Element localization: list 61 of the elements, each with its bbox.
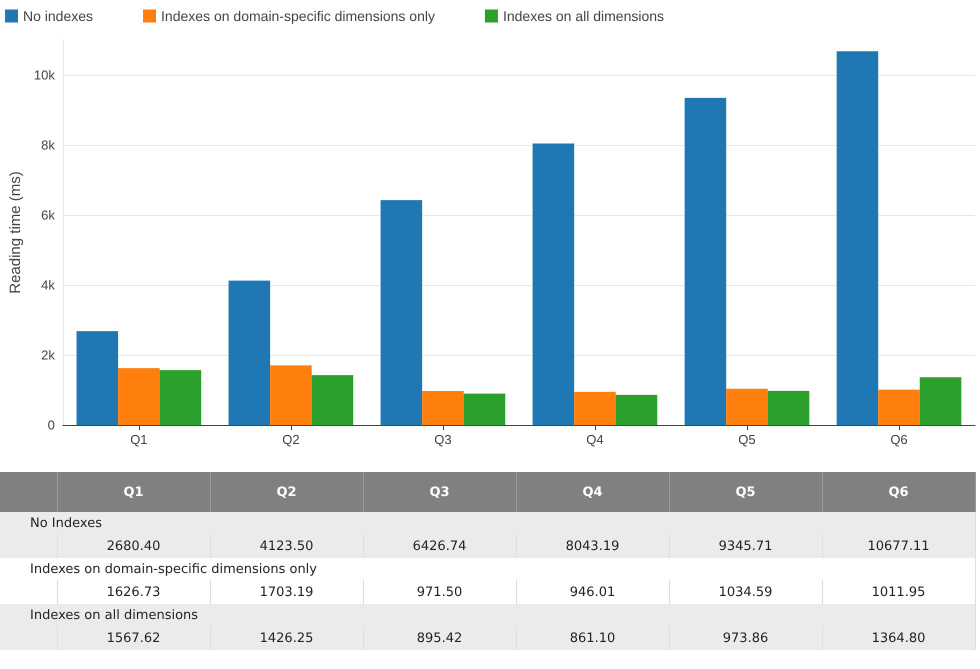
data-label: 971.50: [363, 580, 516, 604]
bar: [616, 394, 658, 425]
y-tick-label: 4k: [41, 278, 56, 292]
text: No Indexes: [0, 512, 975, 534]
data-label: 9345.71: [669, 534, 822, 558]
y-tick-label: 2k: [41, 348, 56, 362]
bar: [228, 280, 270, 425]
bar: [684, 98, 726, 425]
bar: [422, 391, 464, 425]
data-label: 895.42: [363, 626, 516, 650]
data-label: 1034.59: [669, 580, 822, 604]
legend-label: Indexes on domain-specific dimensions only: [161, 8, 435, 24]
text: Indexes on all dimensions: [0, 604, 975, 626]
x-tick-label: Q5: [738, 432, 756, 447]
data-label: 1011.95: [822, 580, 975, 604]
bar: [270, 365, 312, 425]
category-label: Q1: [123, 484, 144, 500]
data-label: 6426.74: [363, 534, 516, 558]
data-label: 2680.40: [57, 534, 210, 558]
data-label: 973.86: [669, 626, 822, 650]
bar: [532, 143, 574, 425]
bar: [76, 331, 118, 425]
data-label: 10677.11: [822, 534, 975, 558]
x-tick-label: Q1: [130, 432, 148, 447]
bar: [118, 368, 160, 425]
data-label: 8043.19: [516, 534, 669, 558]
category-label: Q4: [582, 484, 603, 500]
data-label: 1703.19: [210, 580, 363, 604]
x-tick-label: Q3: [434, 432, 452, 447]
data-label: 1426.25: [210, 626, 363, 650]
bar: [836, 51, 878, 425]
category-label: Q3: [429, 484, 450, 500]
text: Indexes on domain-specific dimensions only: [0, 558, 975, 580]
x-tick-label: Q4: [586, 432, 604, 447]
data-label: 861.10: [516, 626, 669, 650]
bar: [878, 390, 920, 425]
bar: [312, 375, 354, 425]
category-label: Q6: [888, 484, 909, 500]
category-label: Q5: [735, 484, 756, 500]
bar: [920, 377, 962, 425]
y-tick-label: 8k: [41, 138, 56, 152]
data-label: 946.01: [516, 580, 669, 604]
data-label: 1364.80: [822, 626, 975, 650]
category-label: Q2: [276, 484, 297, 500]
bar: [726, 388, 768, 425]
y-tick-label: 6k: [41, 208, 56, 222]
data-label: 4123.50: [210, 534, 363, 558]
legend-label: Indexes on all dimensions: [502, 8, 664, 24]
y-tick-label: 0: [48, 418, 55, 432]
data-label: 1626.73: [57, 580, 210, 604]
bar: [768, 390, 810, 425]
data-label: 1567.62: [57, 626, 210, 650]
y-tick-label: 10k: [34, 68, 56, 82]
y-axis-title: Reading time (ms): [7, 171, 24, 294]
x-tick-label: Q6: [890, 432, 908, 447]
legend-label: No indexes: [23, 8, 94, 24]
bar: [464, 394, 506, 425]
bar: [160, 370, 202, 425]
bar: [574, 392, 616, 425]
bar: [380, 200, 422, 425]
x-tick-label: Q2: [282, 432, 300, 447]
